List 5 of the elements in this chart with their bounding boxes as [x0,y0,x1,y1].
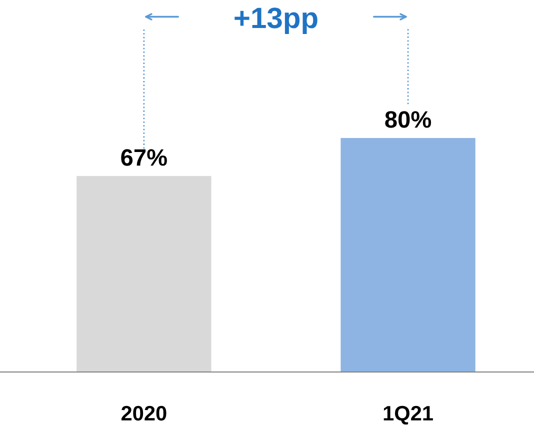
text: +13pp [234,8,318,34]
x-tick-label: 2020 [121,406,166,421]
x-tick-label: 1Q21 [384,406,433,425]
data-label: 80% [385,111,432,128]
data-label: 67% [121,149,167,166]
